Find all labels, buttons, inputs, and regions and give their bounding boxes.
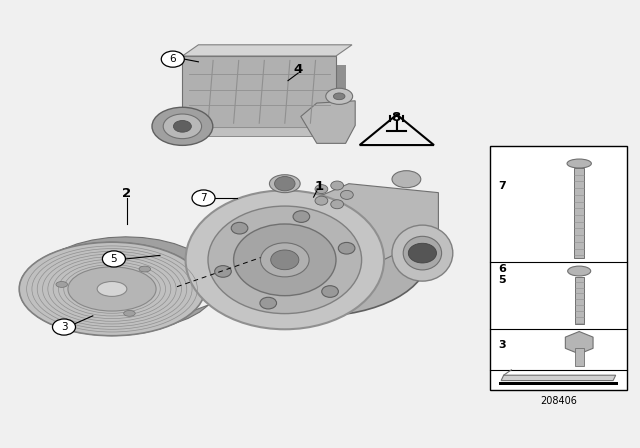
Circle shape (102, 251, 125, 267)
Ellipse shape (205, 194, 429, 316)
Circle shape (408, 243, 436, 263)
Polygon shape (182, 45, 352, 56)
Ellipse shape (152, 108, 212, 146)
Polygon shape (182, 128, 346, 137)
Text: 6: 6 (498, 264, 506, 274)
Circle shape (322, 286, 339, 297)
Bar (490, 146, 627, 390)
Ellipse shape (392, 171, 421, 188)
Polygon shape (192, 65, 346, 137)
Text: 5: 5 (111, 254, 117, 264)
Text: 2: 2 (122, 187, 131, 200)
Polygon shape (266, 184, 438, 264)
Ellipse shape (173, 121, 191, 132)
Circle shape (231, 222, 248, 234)
Ellipse shape (97, 281, 127, 297)
Ellipse shape (326, 88, 353, 104)
Ellipse shape (68, 267, 156, 311)
Circle shape (275, 177, 295, 191)
Circle shape (161, 51, 184, 67)
Circle shape (234, 224, 336, 296)
Text: 3: 3 (498, 340, 506, 350)
Text: 7: 7 (498, 181, 506, 191)
Bar (574, 168, 584, 258)
Bar (575, 277, 584, 324)
Circle shape (293, 211, 310, 222)
Text: 5: 5 (498, 275, 506, 285)
Circle shape (260, 297, 276, 309)
Ellipse shape (56, 281, 67, 287)
Circle shape (271, 250, 299, 270)
Bar (499, 382, 618, 385)
Text: 208406: 208406 (540, 396, 577, 406)
Circle shape (315, 196, 328, 205)
Polygon shape (20, 237, 209, 336)
Circle shape (52, 319, 76, 335)
Circle shape (192, 190, 215, 206)
Circle shape (331, 200, 344, 209)
Text: 7: 7 (200, 193, 207, 203)
Text: 3: 3 (61, 322, 67, 332)
Ellipse shape (403, 237, 442, 270)
Ellipse shape (568, 266, 591, 276)
Text: 1: 1 (314, 180, 323, 194)
Text: 8: 8 (391, 111, 400, 124)
Ellipse shape (139, 266, 150, 272)
Circle shape (208, 206, 362, 314)
Ellipse shape (333, 93, 345, 100)
Polygon shape (301, 101, 355, 143)
Text: 4: 4 (294, 63, 303, 76)
Bar (575, 348, 584, 366)
Ellipse shape (567, 159, 591, 168)
Circle shape (260, 243, 309, 277)
Polygon shape (501, 375, 616, 381)
Circle shape (339, 242, 355, 254)
Circle shape (315, 185, 328, 194)
Ellipse shape (269, 175, 300, 193)
Circle shape (340, 190, 353, 199)
Circle shape (186, 190, 384, 329)
Ellipse shape (19, 242, 205, 336)
Polygon shape (182, 56, 336, 128)
Circle shape (331, 181, 344, 190)
Ellipse shape (163, 114, 202, 139)
Ellipse shape (124, 310, 135, 316)
Polygon shape (565, 332, 593, 354)
Ellipse shape (392, 225, 453, 281)
Circle shape (214, 266, 231, 277)
Text: 6: 6 (170, 54, 176, 64)
